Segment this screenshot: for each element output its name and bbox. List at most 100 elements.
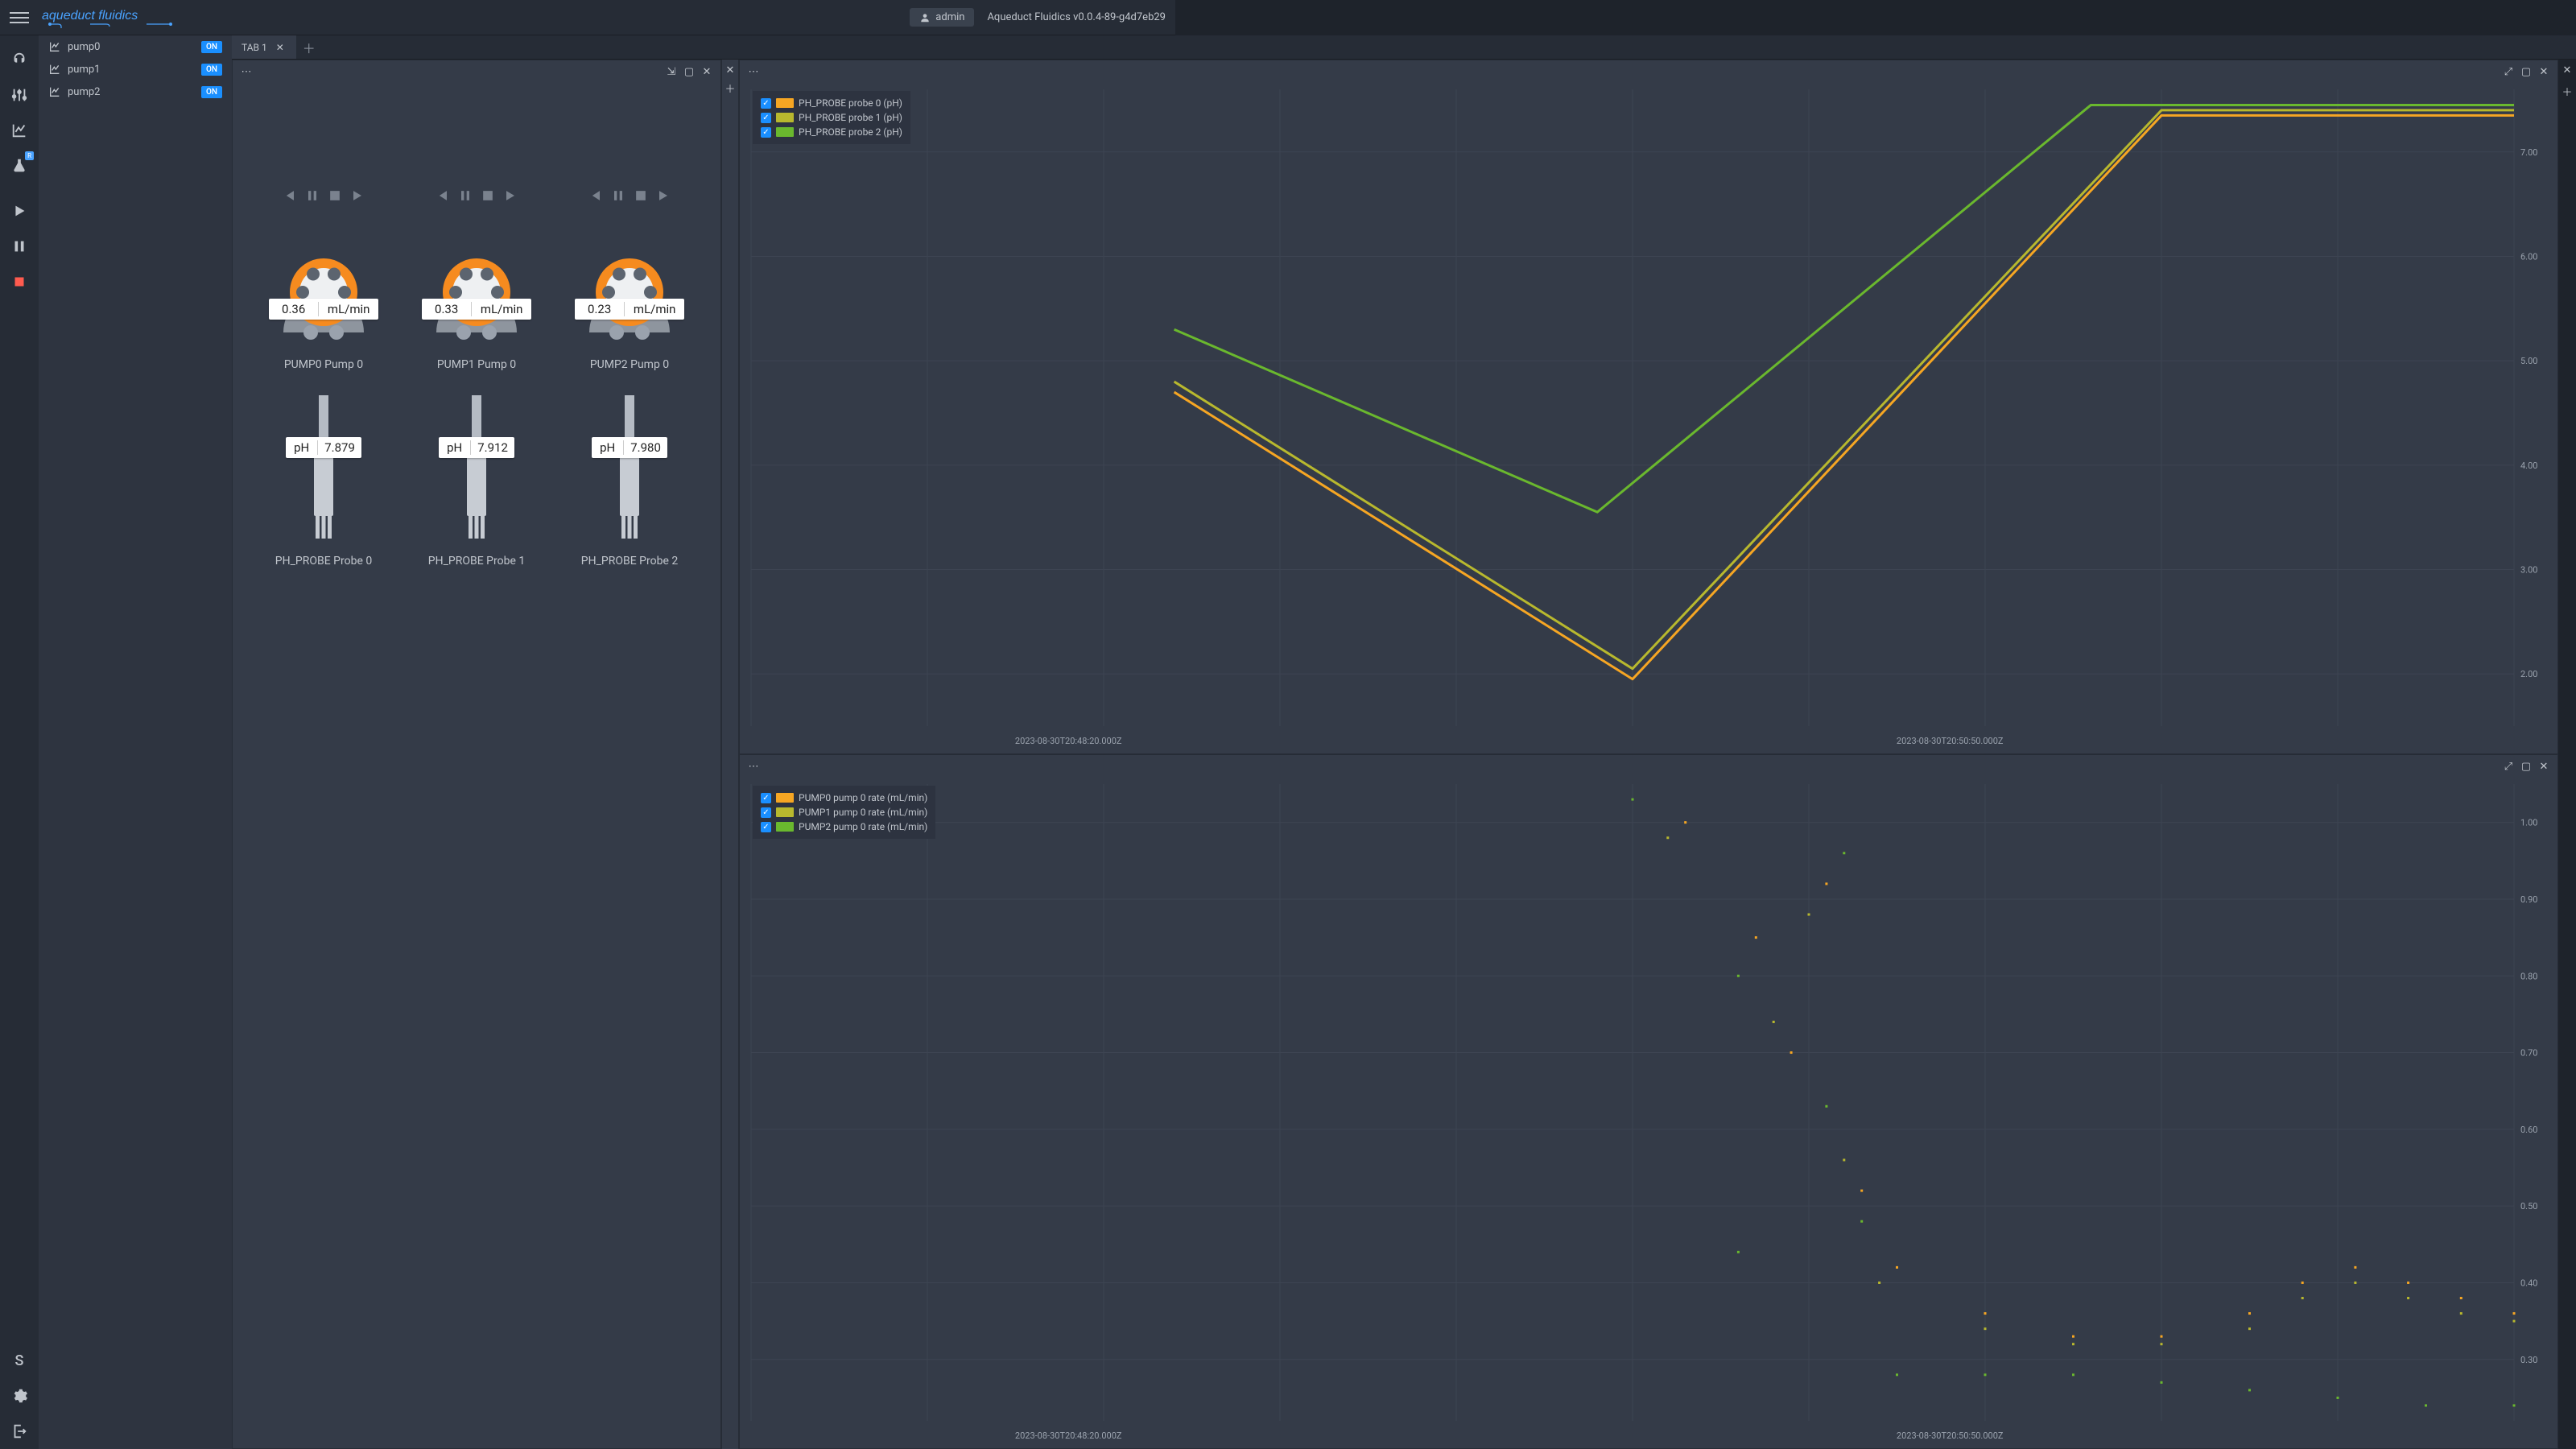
play-icon[interactable] <box>655 188 671 204</box>
rail-pause-icon[interactable] <box>0 229 39 264</box>
probe-device[interactable]: pH 7.912 PH_PROBE Probe 1 <box>428 395 525 568</box>
probe-reading: pH 7.980 <box>592 437 667 458</box>
legend-swatch <box>776 127 794 137</box>
panel-maximize-icon[interactable]: ▢ <box>682 64 696 79</box>
chart-maximize-icon[interactable]: ▢ <box>2519 759 2533 774</box>
chart-expand-icon[interactable]: ⤢ <box>2501 759 2516 774</box>
chart-line-icon <box>48 40 61 53</box>
user-icon <box>919 12 931 23</box>
legend-swatch <box>776 807 794 817</box>
svg-text:6.00: 6.00 <box>2520 251 2537 262</box>
chart-menu-icon[interactable]: ⋯ <box>746 759 761 774</box>
sidebar-device-item[interactable]: pump2 ON <box>39 80 232 103</box>
legend-item[interactable]: ✓ PUMP1 pump 0 rate (mL/min) <box>761 805 927 819</box>
legend-item[interactable]: ✓ PUMP2 pump 0 rate (mL/min) <box>761 819 927 834</box>
menu-icon[interactable] <box>10 8 29 27</box>
side-add-icon[interactable]: ＋ <box>723 80 737 95</box>
stop-icon[interactable] <box>633 188 649 204</box>
pump-device[interactable]: 0.33 mL/min <box>425 212 528 344</box>
chart-maximize-icon[interactable]: ▢ <box>2519 64 2533 79</box>
pause-icon[interactable] <box>457 188 473 204</box>
chart-close-icon[interactable]: ✕ <box>2537 759 2551 774</box>
probe-reading: pH 7.879 <box>286 437 361 458</box>
device-status-badge: ON <box>201 86 222 98</box>
legend-checkbox-icon[interactable]: ✓ <box>761 807 771 818</box>
rail-exit-icon[interactable] <box>0 1414 39 1449</box>
step-back-icon[interactable] <box>435 188 451 204</box>
panel-close-icon[interactable]: ✕ <box>700 64 714 79</box>
chart-menu-icon[interactable]: ⋯ <box>746 64 761 79</box>
panel-menu-icon[interactable]: ⋯ <box>239 64 254 79</box>
rail-stop-icon[interactable] <box>0 264 39 299</box>
step-back-icon[interactable] <box>282 188 298 204</box>
probe-device[interactable]: pH 7.980 PH_PROBE Probe 2 <box>581 395 678 568</box>
tab-close-icon[interactable]: ✕ <box>274 41 287 54</box>
legend-checkbox-icon[interactable]: ✓ <box>761 127 771 138</box>
legend-item[interactable]: ✓ PUMP0 pump 0 rate (mL/min) <box>761 791 927 805</box>
stop-icon[interactable] <box>327 188 343 204</box>
svg-text:2023-08-30T20:48:20.000Z: 2023-08-30T20:48:20.000Z <box>1015 1430 1122 1441</box>
play-icon[interactable] <box>349 188 365 204</box>
legend-label: PH_PROBE probe 1 (pH) <box>799 112 902 123</box>
rail-logo-icon[interactable] <box>0 42 39 77</box>
step-back-icon[interactable] <box>588 188 604 204</box>
legend-label: PUMP0 pump 0 rate (mL/min) <box>799 792 927 803</box>
svg-text:0.50: 0.50 <box>2520 1201 2537 1212</box>
chart-close-icon[interactable]: ✕ <box>2537 64 2551 79</box>
legend-item[interactable]: ✓ PH_PROBE probe 2 (pH) <box>761 125 902 139</box>
legend-item[interactable]: ✓ PH_PROBE probe 0 (pH) <box>761 96 902 110</box>
svg-text:0.30: 0.30 <box>2520 1355 2537 1365</box>
legend-checkbox-icon[interactable]: ✓ <box>761 822 771 832</box>
tab-add-icon[interactable]: ＋ <box>303 41 316 54</box>
probe-device[interactable]: pH 7.879 PH_PROBE Probe 0 <box>275 395 372 568</box>
pump-transport <box>282 188 365 204</box>
pause-icon[interactable] <box>304 188 320 204</box>
pump-transport <box>435 188 518 204</box>
side-close-icon[interactable]: ✕ <box>723 63 737 77</box>
right-add-icon[interactable]: ＋ <box>2560 84 2574 98</box>
legend-checkbox-icon[interactable]: ✓ <box>761 98 771 109</box>
rail-flask-icon[interactable]: R <box>0 148 39 184</box>
pump-rate-value: 0.23 <box>575 302 625 316</box>
pump-transport <box>588 188 671 204</box>
device-name: pump1 <box>68 64 195 76</box>
pump-device[interactable]: 0.36 mL/min <box>272 212 375 344</box>
pump-label: PUMP2 Pump 0 <box>590 358 669 371</box>
svg-text:aqueduct fluidics: aqueduct fluidics <box>42 9 138 23</box>
svg-text:0.80: 0.80 <box>2520 971 2537 981</box>
sidebar-device-item[interactable]: pump0 ON <box>39 35 232 58</box>
user-badge[interactable]: admin <box>910 8 974 27</box>
tab-bar: TAB 1 ✕ ＋ <box>232 35 2576 60</box>
legend-checkbox-icon[interactable]: ✓ <box>761 793 771 803</box>
play-icon[interactable] <box>502 188 518 204</box>
right-close-icon[interactable]: ✕ <box>2560 63 2574 77</box>
device-panel-toolbar: ⋯ ⇲ ▢ ✕ <box>233 60 720 83</box>
rail-play-icon[interactable] <box>0 193 39 229</box>
pump-label: PUMP0 Pump 0 <box>284 358 363 371</box>
rail-sliders-icon[interactable] <box>0 77 39 113</box>
left-rail: R S <box>0 35 39 1449</box>
svg-text:0.40: 0.40 <box>2520 1278 2537 1288</box>
pause-icon[interactable] <box>610 188 626 204</box>
rail-gear-icon[interactable] <box>0 1378 39 1414</box>
device-name: pump2 <box>68 86 195 98</box>
flask-badge: R <box>25 151 34 160</box>
chart-expand-icon[interactable]: ⤢ <box>2501 64 2516 79</box>
svg-text:5.00: 5.00 <box>2520 356 2537 366</box>
sidebar-device-item[interactable]: pump1 ON <box>39 58 232 80</box>
tab[interactable]: TAB 1 ✕ <box>232 35 296 59</box>
legend-item[interactable]: ✓ PH_PROBE probe 1 (pH) <box>761 110 902 125</box>
pump-device[interactable]: 0.23 mL/min <box>578 212 681 344</box>
svg-text:0.70: 0.70 <box>2520 1048 2537 1059</box>
tab-label: TAB 1 <box>242 42 267 53</box>
legend-label: PH_PROBE probe 2 (pH) <box>799 126 902 138</box>
rail-chart-icon[interactable] <box>0 113 39 148</box>
stop-icon[interactable] <box>480 188 496 204</box>
panel-collapse-icon[interactable]: ⇲ <box>664 64 679 79</box>
header: aqueduct fluidics admin Aqueduct Fluidic… <box>0 0 1175 35</box>
logo: aqueduct fluidics <box>42 6 195 29</box>
legend-checkbox-icon[interactable]: ✓ <box>761 113 771 123</box>
svg-text:2.00: 2.00 <box>2520 669 2537 679</box>
pump-rate-value: 0.36 <box>269 302 319 316</box>
rail-s-icon[interactable]: S <box>0 1343 39 1378</box>
